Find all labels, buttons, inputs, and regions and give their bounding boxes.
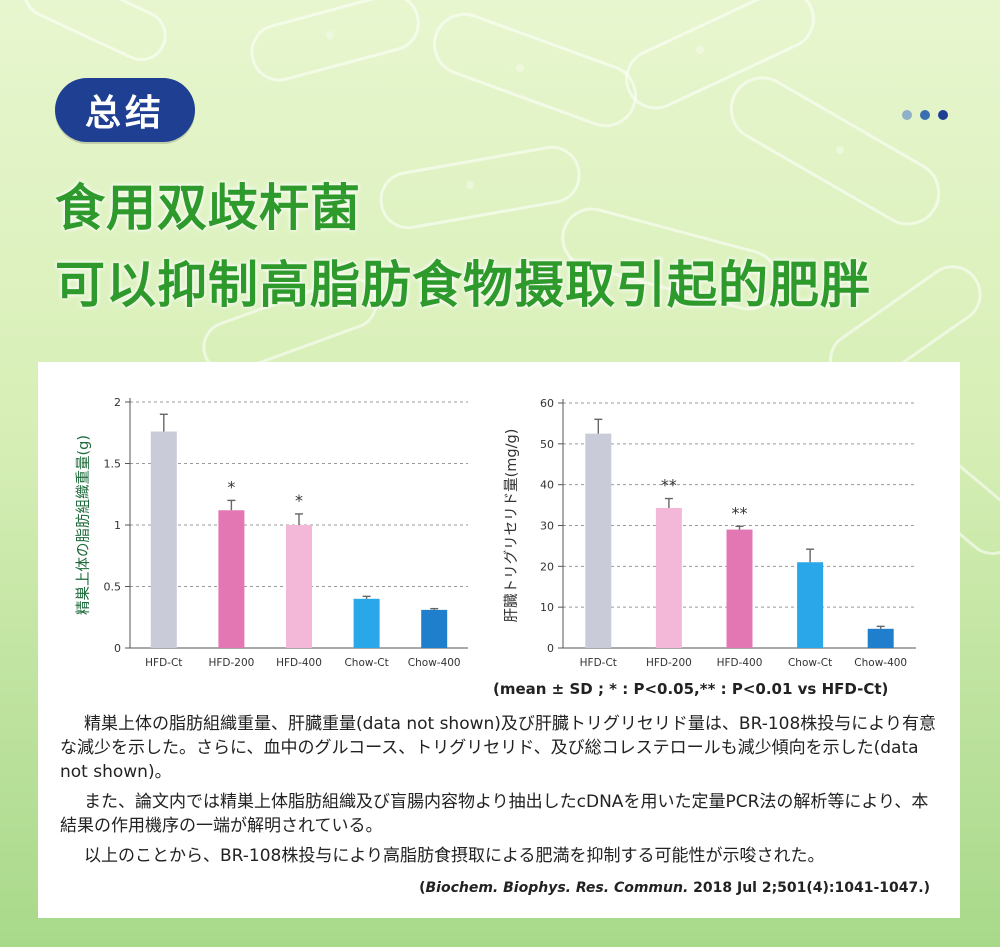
significance-marker: **: [732, 503, 748, 522]
y-tick-label: 2: [114, 396, 121, 409]
summary-badge: 总结: [55, 78, 195, 142]
description-text: 精巣上体の脂肪組織重量、肝臓重量(data not shown)及び肝臓トリグリ…: [60, 712, 940, 874]
x-tick-label: Chow-Ct: [344, 657, 388, 669]
x-tick-label: HFD-Ct: [145, 657, 182, 669]
citation: (Biochem. Biophys. Res. Commun. 2018 Jul…: [419, 880, 930, 896]
x-tick-label: HFD-200: [646, 657, 692, 669]
results-card: 0 0.5 1 1.5 2 HFD-Ct * HFD-200 * HFD-400 Chow-Ct Ch…: [38, 362, 960, 918]
bar-hfd-400: [286, 525, 312, 648]
bar-chow-ct: [797, 562, 824, 648]
y-tick-label: 40: [540, 479, 554, 492]
y-tick-label: 1: [114, 519, 121, 532]
headline-line-1: 食用双歧杆菌: [55, 179, 361, 237]
x-tick-label: Chow-400: [854, 657, 907, 669]
x-tick-label: HFD-400: [276, 657, 322, 669]
page-dot-3: [938, 110, 948, 120]
x-tick-label: HFD-400: [717, 657, 763, 669]
statistics-footnote: (mean ± SD ; * : P<0.05,** : P<0.01 vs H…: [493, 680, 889, 698]
y-tick-label: 60: [540, 397, 554, 410]
x-tick-label: Chow-Ct: [788, 657, 832, 669]
bar-chow-400: [421, 609, 448, 648]
y-tick-label: 30: [540, 520, 554, 533]
adipose-weight-chart: 0 0.5 1 1.5 2 HFD-Ct * HFD-200 * HFD-400 Chow-Ct Ch…: [75, 396, 468, 669]
page-dot-2: [920, 110, 930, 120]
bar-hfd-400: [726, 529, 753, 648]
page-dot-1: [902, 110, 912, 120]
citation-close-paren: ): [923, 880, 930, 896]
liver-triglyceride-chart: 0 10 20 30 40 50 60 HFD-Ct ** HFD-200 ** HFD-400 Cho…: [503, 397, 916, 669]
bar-hfd-ct: [150, 431, 177, 648]
y-tick-label: 20: [540, 560, 554, 573]
bar-hfd-200: [655, 507, 682, 648]
paragraph-2: また、論文内では精巣上体脂肪組織及び盲腸内容物より抽出したcDNAを用いた定量P…: [60, 792, 929, 836]
y-axis-title: 精巣上体の脂肪組織重量(g): [75, 435, 92, 615]
y-axis-title: 肝臓トリグリセリド量(mg/g): [503, 429, 520, 623]
paragraph-1: 精巣上体の脂肪組織重量、肝臓重量(data not shown)及び肝臓トリグリ…: [60, 714, 936, 782]
bar-hfd-200: [218, 510, 245, 648]
citation-details: 2018 Jul 2;501(4):1041-1047.: [688, 880, 924, 896]
x-tick-label: Chow-400: [408, 657, 461, 669]
y-tick-label: 10: [540, 601, 554, 614]
x-tick-label: HFD-Ct: [580, 657, 617, 669]
y-tick-label: 1.5: [104, 458, 122, 471]
x-tick-label: HFD-200: [208, 657, 254, 669]
citation-journal: Biochem. Biophys. Res. Commun.: [425, 880, 689, 896]
y-tick-label: 0: [547, 642, 554, 655]
bar-hfd-ct: [585, 433, 612, 648]
bar-chow-ct: [353, 598, 380, 648]
significance-marker: *: [227, 477, 235, 496]
y-tick-label: 50: [540, 438, 554, 451]
citation-open-paren: (: [419, 880, 426, 896]
paragraph-3: 以上のことから、BR-108株投与により高脂肪食摂取による肥満を抑制する可能性が…: [84, 846, 825, 866]
headline-line-2: 可以抑制高脂肪食物摄取引起的肥胖: [55, 256, 871, 314]
page-indicator: [902, 110, 948, 120]
y-tick-label: 0: [114, 642, 121, 655]
y-tick-label: 0.5: [104, 581, 122, 594]
significance-marker: **: [661, 476, 677, 495]
bar-chow-400: [867, 628, 894, 648]
significance-marker: *: [295, 491, 303, 510]
charts-area: 0 0.5 1 1.5 2 HFD-Ct * HFD-200 * HFD-400 Chow-Ct Ch…: [75, 396, 916, 669]
